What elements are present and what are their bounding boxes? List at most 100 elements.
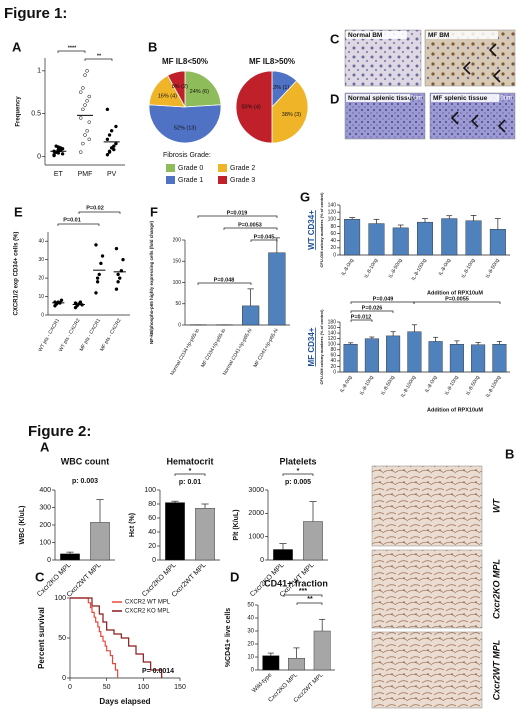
x-tick-label: IL-8-100ng (411, 257, 428, 281)
legend-swatch (218, 164, 227, 172)
micrograph (424, 29, 516, 87)
annotation: P=0.049 (373, 296, 394, 302)
x-tick-label: WT pts - CXCR2 (58, 317, 82, 352)
x-tick-label: IL-8-10ng (363, 257, 379, 279)
x-tick-label: MF CD41+/p-p65-hi (253, 328, 280, 369)
y-tick-label: 0 (333, 369, 336, 375)
data-point (87, 137, 92, 142)
y-tick-label: 20 (330, 245, 336, 251)
y-axis-label: Hct (%) (129, 513, 136, 537)
bar (471, 344, 486, 373)
panel-letter: D (330, 91, 339, 106)
survival-curve (70, 597, 119, 678)
data-point (112, 147, 116, 152)
data-point (95, 280, 100, 284)
panel-letter: G (300, 189, 310, 204)
x-tick-label: IL-8-0ng (424, 374, 439, 393)
y-axis-label: CFU-GM colony numbers (% of control) (319, 192, 324, 268)
image-label: Cxcr2WT MPL (491, 640, 501, 701)
annotation: P=0.045 (254, 234, 275, 240)
data-point (81, 107, 85, 112)
x-tick-label: Normal CD34+/p-p65-lo (169, 327, 201, 376)
x-tick-label: IL-8-10ng (461, 257, 477, 279)
data-point (100, 254, 105, 258)
annotation: P=0.0055 (445, 296, 469, 302)
arrows (450, 43, 506, 133)
y-tick-label: 30 (247, 629, 254, 635)
x-tick-label: Wild-type (251, 672, 273, 694)
y-tick-label: 150 (173, 259, 182, 265)
chart-title: CD41+ fraction (264, 578, 328, 588)
y-axis-label: %CD41+ live cells (225, 608, 232, 667)
y-axis-label: Plt (K/uL) (233, 509, 240, 540)
y-tick-label: 40 (247, 616, 254, 622)
legend-label: Grade 0 (178, 165, 203, 172)
y-axis-label: CXCR1/2 exp CD34+ cells (%) (14, 232, 20, 316)
annotation: * (189, 468, 192, 475)
y-tick-label: 0 (152, 557, 156, 564)
significance-bracket (78, 211, 121, 214)
data-point (52, 153, 56, 158)
y-tick-label: 40 (38, 239, 44, 245)
legend-swatch (166, 176, 175, 184)
data-point (78, 300, 83, 304)
y-tick-label: 1 (37, 68, 41, 75)
data-point (116, 280, 120, 284)
x-tick-label: Normal CD41+/p-p65-hi (222, 328, 254, 377)
annotation: p: 0.005 (285, 479, 311, 486)
label-bg (346, 31, 407, 39)
y-tick-label: 100 (39, 539, 51, 546)
y-tick-label: 400 (39, 487, 51, 494)
significance-bracket (350, 319, 373, 322)
data-point (87, 120, 92, 124)
legend-label: Grade 3 (230, 177, 255, 184)
y-tick-label: 200 (173, 237, 182, 243)
y-tick-label: 50 (247, 603, 254, 609)
significance-bracket (282, 473, 314, 476)
chart-title: WT CD34+ (307, 210, 316, 250)
data-point (60, 146, 65, 151)
significance-bracket (296, 602, 323, 605)
legend-label: Grade 2 (230, 165, 255, 172)
bar (417, 221, 433, 256)
y-tick-label: 140 (328, 330, 337, 336)
x-tick-label: MF pts - CXCR2 (99, 317, 123, 352)
legend-label: Grade 1 (178, 177, 203, 184)
label-bg (426, 31, 498, 39)
bar (489, 229, 506, 256)
y-tick-label: 0 (333, 252, 336, 258)
y-tick-label: 100 (328, 342, 337, 348)
label-bg (346, 94, 410, 102)
x-tick-label: PV (107, 171, 117, 178)
bar (465, 220, 482, 256)
y-tick-label: 20 (38, 275, 44, 281)
data-point (85, 69, 89, 73)
x-tick-label: MF pts - CXCR1 (79, 317, 103, 352)
x-tick-label: IL-8-0ng (438, 257, 453, 276)
y-tick-label: 20 (247, 642, 254, 648)
x-tick-label: 150 (174, 684, 186, 691)
image-label: Cxcr2KO MPL (491, 559, 501, 619)
annotation: *** (299, 588, 307, 595)
y-tick-label: 60 (330, 231, 336, 237)
y-tick-label: 0 (37, 153, 41, 160)
panel-letter: C (35, 569, 45, 584)
y-tick-label: 0 (251, 668, 255, 674)
annotation: P=0.019 (227, 210, 248, 216)
panel-letter: B (505, 446, 514, 461)
slice-label: 50% (4) (241, 104, 260, 110)
pie-title: MF IL8>50% (249, 57, 295, 66)
bar (449, 344, 464, 373)
legend-label: CXCR2 WT MPL (125, 600, 171, 606)
figure-title: Figure 1: (4, 5, 67, 22)
legend-swatch (218, 176, 227, 184)
bar (268, 252, 286, 326)
significance-bracket (350, 310, 394, 313)
bar (407, 331, 422, 373)
annotation: P= 0.0014 (142, 668, 174, 675)
label-bg (431, 94, 499, 102)
y-tick-label: 120 (328, 336, 337, 342)
slice-label: 16% (4) (158, 93, 177, 99)
data-point (78, 116, 83, 120)
pie-title: MF IL8<50% (162, 57, 208, 66)
